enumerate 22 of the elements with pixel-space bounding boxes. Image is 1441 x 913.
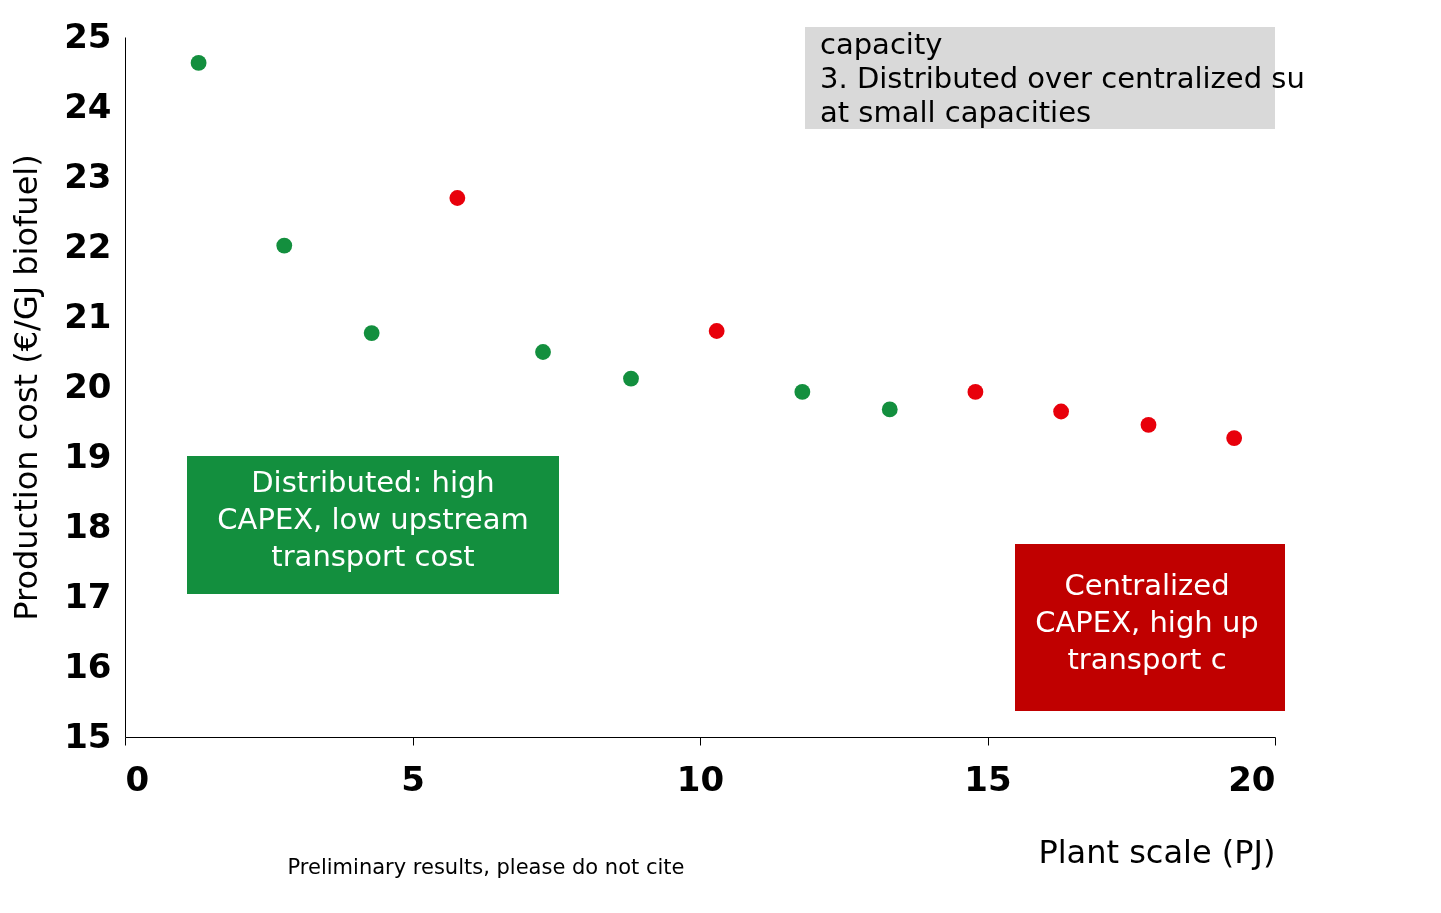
- y-tick-label: 17: [64, 575, 112, 616]
- y-tick-label: 22: [64, 225, 112, 266]
- x-tick-label: 15: [964, 758, 1012, 799]
- y-tick-label: 20: [64, 365, 112, 406]
- x-tick-label: 5: [401, 758, 425, 799]
- y-tick-label: 15: [64, 715, 112, 756]
- annotation: Distributed: high CAPEX, low upstream transport cost: [217, 465, 529, 573]
- x-tick-label: 10: [676, 758, 725, 799]
- y-tick-label: 18: [64, 505, 112, 546]
- y-tick-label: 24: [64, 85, 112, 126]
- y-tick-label: 21: [64, 295, 112, 336]
- x-axis-title: Plant scale (PJ): [1038, 832, 1276, 871]
- text: Preliminary results, please do not cite: [287, 855, 685, 879]
- x-tick-label: 0: [125, 758, 150, 799]
- y-tick-label: 19: [64, 435, 112, 476]
- y-tick-label: 16: [64, 645, 112, 686]
- annotation: Centralized CAPEX, high up transport c: [1035, 568, 1259, 676]
- y-tick-label: 23: [64, 155, 112, 196]
- y-tick-label: 25: [64, 15, 112, 56]
- y-axis-title: Production cost (€/GJ biofuel): [7, 154, 46, 621]
- annotation: capacity 3. Distributed over centralized su at small capacities: [820, 27, 1305, 129]
- x-tick-label: 20: [1228, 758, 1276, 799]
